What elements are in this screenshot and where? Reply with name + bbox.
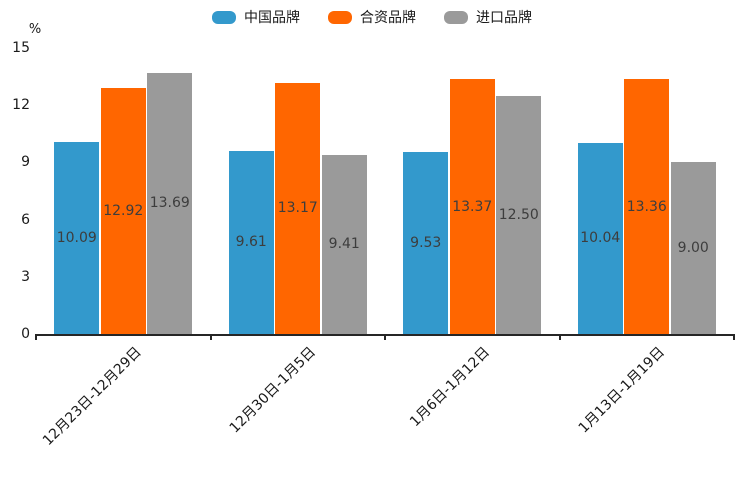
y-tick-label-15: 15: [12, 40, 30, 56]
bar-series2-group2: [496, 95, 542, 334]
legend-label-import-brand: 进口品牌: [476, 10, 532, 26]
bar-series0-group3: [577, 142, 623, 334]
y-tick-label-12: 12: [12, 97, 30, 114]
bar-value-label: 10.04: [580, 230, 621, 247]
legend-item-china-brand: 中国品牌: [212, 7, 300, 27]
bar-value-label: 9.00: [677, 240, 709, 257]
bar-series1-group0: [100, 87, 146, 334]
bar-value-label: 12.92: [103, 202, 144, 219]
bar-series0-group1: [228, 150, 274, 334]
bar-value-label: 13.36: [626, 198, 667, 215]
legend: 中国品牌 合资品牌 进口品牌: [0, 7, 744, 27]
x-axis-tick: [733, 334, 735, 340]
legend-label-joint-venture-brand: 合资品牌: [360, 10, 416, 26]
x-axis-tick: [558, 334, 561, 340]
bar-series1-group1: [275, 82, 321, 334]
bar-value-label: 13.17: [277, 200, 318, 217]
x-category-label-1: 12月30日-1月5日: [226, 344, 319, 437]
bar-value-label: 13.69: [149, 195, 190, 212]
bar-value-label: 13.37: [452, 198, 493, 215]
x-category-label-2: 1月6日-1月12日: [407, 344, 494, 431]
x-axis-tick: [35, 334, 37, 340]
bar-series1-group3: [624, 79, 670, 334]
x-axis-tick: [209, 334, 212, 340]
legend-item-joint-venture-brand: 合资品牌: [328, 7, 416, 27]
y-tick-label-3: 3: [21, 268, 30, 285]
legend-swatch-joint-venture-brand-icon: [328, 10, 352, 24]
legend-label-china-brand: 中国品牌: [244, 10, 300, 26]
legend-swatch-china-brand-icon: [212, 10, 236, 24]
x-category-label-3: 1月13日-1月19日: [575, 344, 668, 437]
y-axis-unit-label: %: [28, 22, 42, 37]
bar-value-label: 9.41: [328, 236, 360, 253]
bar-value-label: 12.50: [498, 206, 539, 223]
legend-swatch-import-brand-icon: [444, 10, 468, 24]
legend-item-import-brand: 进口品牌: [444, 7, 532, 27]
bar-series0-group2: [403, 152, 449, 334]
bar-series0-group0: [54, 141, 100, 334]
x-category-label-0: 12月23日-12月29日: [40, 344, 145, 449]
x-axis-tick: [384, 334, 386, 340]
bar-value-label: 9.61: [235, 234, 267, 251]
y-tick-label-9: 9: [21, 154, 30, 171]
y-tick-label-0: 0: [21, 326, 30, 342]
bar-series2-group0: [147, 72, 193, 334]
bar-value-label: 10.09: [56, 229, 97, 246]
bar-series1-group2: [449, 79, 495, 334]
y-tick-label-6: 6: [21, 211, 30, 228]
bar-value-label: 9.53: [410, 235, 442, 252]
bar-series2-group3: [670, 162, 716, 334]
bar-series2-group1: [321, 154, 367, 334]
